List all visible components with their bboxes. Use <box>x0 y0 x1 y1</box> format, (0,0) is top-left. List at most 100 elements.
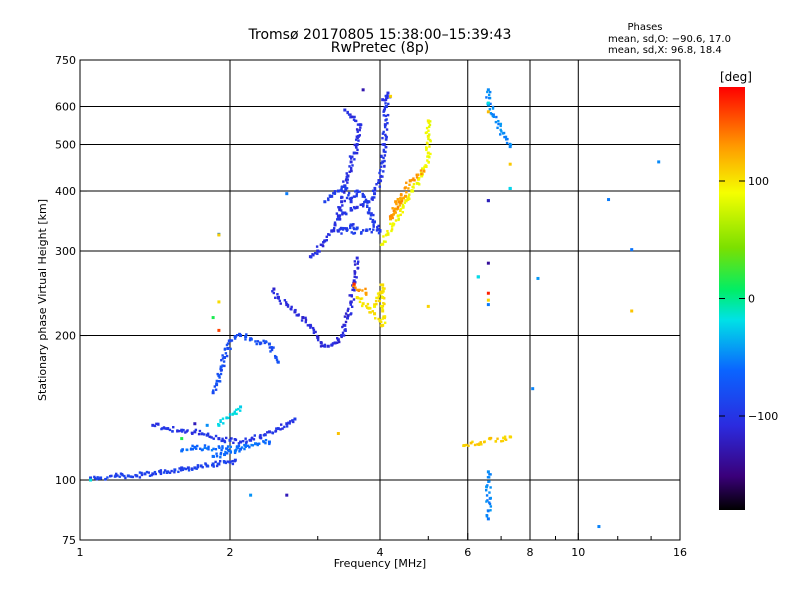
data-point <box>344 187 348 191</box>
data-point <box>407 187 410 190</box>
data-point <box>361 192 364 196</box>
data-point <box>264 340 268 343</box>
data-point <box>356 130 359 133</box>
data-point <box>379 304 383 308</box>
data-point <box>355 276 358 279</box>
data-point <box>311 326 315 330</box>
data-point <box>89 478 93 482</box>
data-point <box>242 439 245 443</box>
data-point <box>352 226 355 230</box>
data-point <box>293 310 297 314</box>
data-point <box>158 470 162 474</box>
data-point <box>486 484 489 487</box>
data-point <box>349 223 353 227</box>
data-point <box>383 165 386 168</box>
data-point <box>340 200 344 204</box>
data-point <box>173 468 177 472</box>
data-point <box>330 229 334 233</box>
data-point <box>206 432 210 435</box>
data-point <box>262 339 265 343</box>
data-point <box>384 98 388 102</box>
data-point <box>390 229 393 233</box>
data-point <box>283 299 287 302</box>
data-point <box>379 243 383 247</box>
data-point <box>114 474 118 478</box>
data-point <box>89 476 93 480</box>
data-point <box>232 441 235 445</box>
data-point <box>222 360 226 363</box>
data-point <box>367 211 371 215</box>
data-point <box>205 423 209 427</box>
data-point <box>264 441 267 445</box>
data-point <box>189 448 193 451</box>
data-point <box>486 298 490 302</box>
data-point <box>274 356 277 360</box>
data-point <box>491 107 495 110</box>
data-point <box>214 388 218 391</box>
data-point <box>425 131 429 134</box>
data-point <box>383 159 386 163</box>
data-point <box>386 94 389 98</box>
data-point <box>223 364 226 368</box>
data-point <box>402 196 406 200</box>
data-point <box>160 427 163 431</box>
data-point <box>486 261 490 265</box>
data-point <box>364 291 368 295</box>
data-point <box>222 439 225 442</box>
data-point <box>470 441 473 445</box>
data-point <box>404 199 407 202</box>
chart-title: Tromsø 20170805 15:38:00–15:39:43 <box>248 27 512 43</box>
data-point <box>355 193 358 196</box>
data-point <box>222 422 225 425</box>
data-point <box>274 296 277 299</box>
data-point <box>349 167 353 170</box>
data-point <box>226 460 229 463</box>
data-point <box>333 221 337 224</box>
data-point <box>338 340 341 344</box>
data-point <box>237 407 240 411</box>
data-point <box>501 132 505 135</box>
data-point <box>235 445 239 449</box>
data-point <box>341 331 345 335</box>
data-point <box>425 147 428 150</box>
x-tick-label: 6 <box>464 546 471 559</box>
data-point <box>389 94 393 98</box>
data-point <box>338 214 342 217</box>
x-tick-label: 1 <box>77 546 84 559</box>
data-point <box>123 474 126 478</box>
data-point <box>196 464 200 467</box>
data-point <box>358 190 361 193</box>
data-point <box>131 475 135 479</box>
data-point <box>228 460 232 464</box>
data-point <box>328 194 332 197</box>
data-point <box>384 138 388 141</box>
data-point <box>343 211 347 215</box>
data-point <box>346 309 350 312</box>
data-point <box>330 194 334 198</box>
data-point <box>399 213 402 217</box>
data-point <box>342 180 345 183</box>
data-point <box>344 328 347 331</box>
data-point <box>391 214 394 217</box>
data-point <box>106 476 109 479</box>
data-point <box>263 341 267 345</box>
data-point <box>428 138 432 142</box>
data-point <box>366 204 369 207</box>
data-point <box>352 118 356 121</box>
data-point <box>471 440 474 444</box>
data-point <box>372 228 375 231</box>
data-point <box>316 338 320 342</box>
data-point <box>223 355 227 359</box>
data-point <box>381 143 384 146</box>
data-point <box>488 108 492 111</box>
data-point <box>235 334 239 337</box>
data-point <box>121 474 124 477</box>
data-point <box>244 444 248 448</box>
data-point <box>190 467 193 470</box>
data-point <box>162 426 166 429</box>
data-point <box>290 308 293 311</box>
data-point <box>386 113 390 117</box>
data-point <box>325 238 328 242</box>
data-point <box>356 136 359 140</box>
data-point <box>228 339 232 343</box>
